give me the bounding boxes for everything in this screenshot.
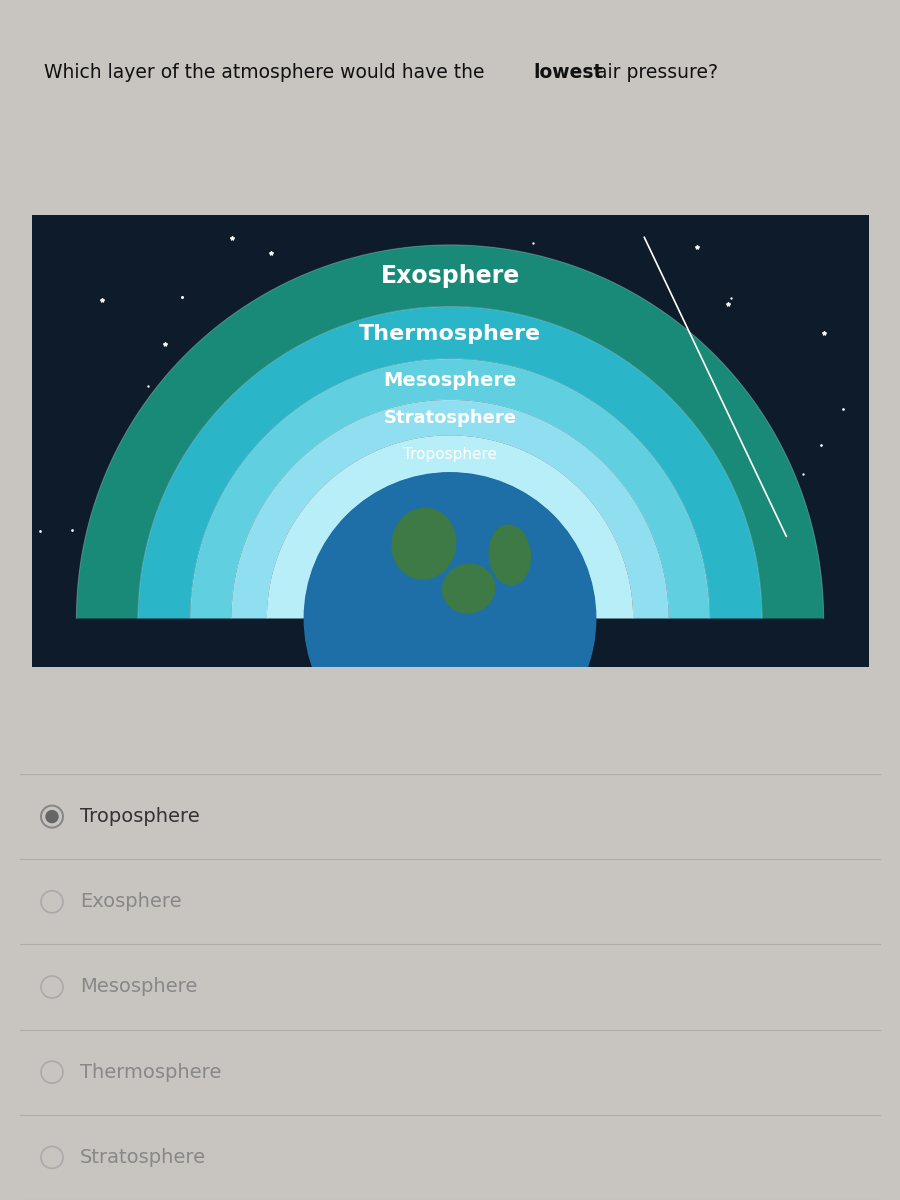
Text: Stratosphere: Stratosphere [383,409,517,427]
Text: Stratosphere: Stratosphere [80,1148,206,1166]
Text: lowest: lowest [533,64,602,82]
Text: Troposphere: Troposphere [80,808,200,826]
Polygon shape [138,306,762,618]
Text: Thermosphere: Thermosphere [80,1063,221,1081]
Text: Thermosphere: Thermosphere [359,324,541,343]
Text: air pressure?: air pressure? [590,64,717,82]
Polygon shape [190,359,710,618]
Ellipse shape [489,526,530,584]
Ellipse shape [392,509,455,580]
Circle shape [46,811,58,823]
Polygon shape [76,245,824,618]
Text: Mesosphere: Mesosphere [383,371,517,390]
Text: Which layer of the atmosphere would have the: Which layer of the atmosphere would have… [44,64,491,82]
Text: Exosphere: Exosphere [80,893,182,911]
Circle shape [304,473,596,764]
Text: Mesosphere: Mesosphere [80,978,197,996]
Polygon shape [231,400,669,618]
Text: Troposphere: Troposphere [403,448,497,462]
Polygon shape [267,436,633,618]
Ellipse shape [443,564,495,613]
Text: Exosphere: Exosphere [381,264,519,288]
